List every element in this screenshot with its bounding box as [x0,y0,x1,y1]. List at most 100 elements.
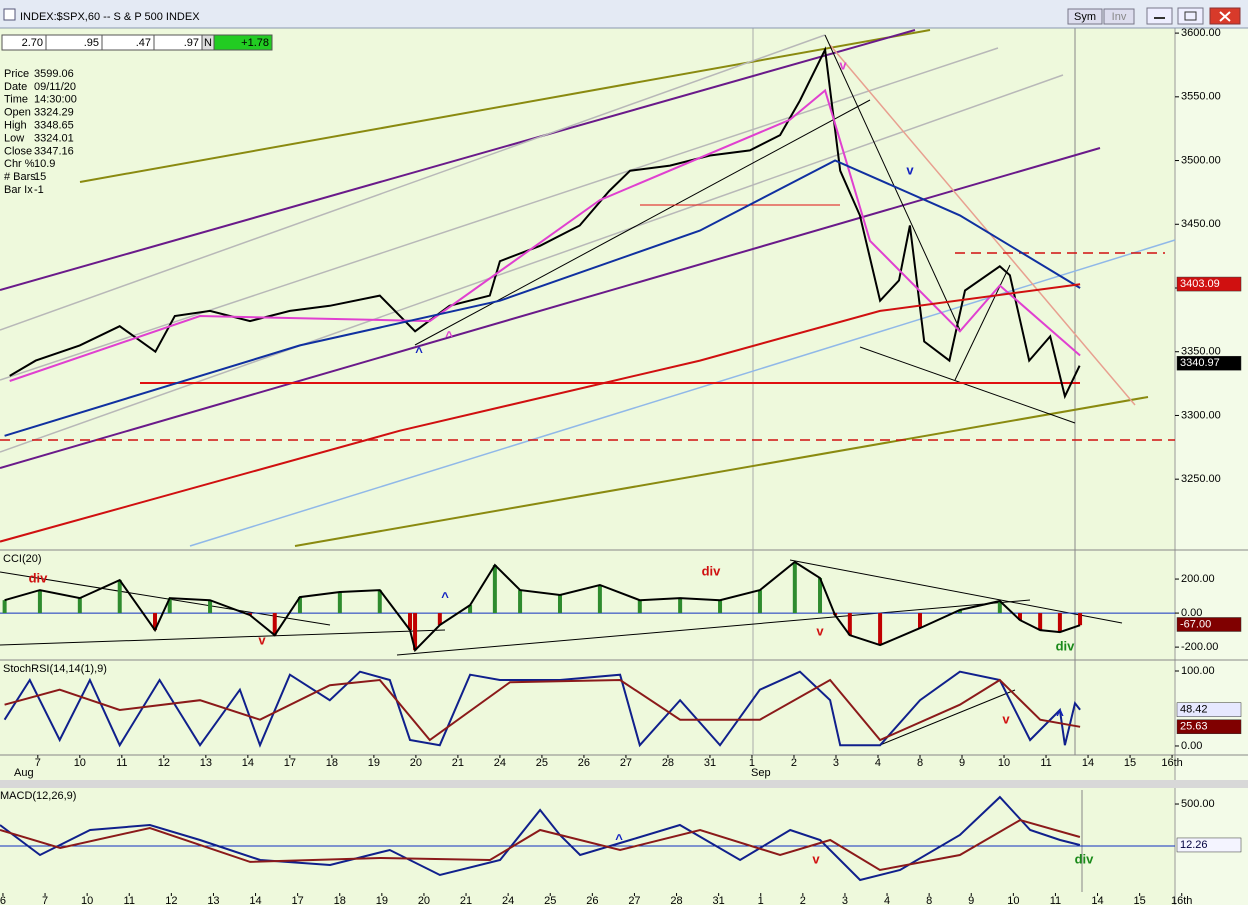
y-tick-label: 3350.00 [1181,346,1221,358]
info-label: Close [4,145,32,157]
x-tick-label: 4 [875,757,881,769]
bar [297,597,302,614]
x-tick-label: 11 [1050,895,1061,905]
annotation: v [1002,711,1010,726]
x-tick-label: 27 [620,757,632,769]
annotation: ^ [415,344,423,359]
x-tick-label: 14 [1082,757,1094,769]
y-tick-label: 3300.00 [1181,409,1221,421]
series-line [0,819,1081,872]
x-tick-label: 24 [502,895,514,905]
trend-line [824,34,961,331]
toolbar-value[interactable]: N [204,37,212,49]
info-value: 3324.29 [34,107,74,119]
x-tick-label: 6 [0,895,6,905]
annotation: div [1056,638,1076,653]
toolbar-value[interactable]: .95 [84,37,99,49]
trend-lines [0,29,1176,746]
trend-line [789,559,1123,624]
annotation: div [29,570,49,585]
trend-line [79,29,931,183]
month-label: Sep [751,767,771,779]
value-readout: 12.26 [1180,839,1208,851]
panel: 100.000.007 10 11 12 13 14 17 18 19 20 21 24 25 26 27 2… [3,665,1242,769]
button-label[interactable]: Inv [1112,11,1127,23]
toolbar-value[interactable]: +1.78 [241,37,269,49]
value-readout: 25.63 [1180,721,1208,733]
info-label: Bar Ix [4,184,33,196]
bar [377,590,382,614]
info-label: Time [4,94,28,106]
x-tick-label: 27 [628,895,640,905]
x-tick-label: 10 [74,757,86,769]
x-tick-label: 11 [116,757,127,769]
trend-line [396,599,1031,656]
trend-line [829,44,1136,406]
bar [153,613,158,631]
series-line [0,795,1081,882]
trend-line [0,34,826,331]
info-value: 3347.16 [34,145,74,157]
value-readout: 3403.09 [1180,278,1220,290]
info-value: 3348.65 [34,120,74,132]
bar [918,613,923,629]
bar [1038,613,1043,631]
annotation: ^ [615,831,623,846]
axis-column [1175,28,1248,905]
x-tick-label: 26 [578,757,590,769]
y-tick-label: 0.00 [1181,740,1202,752]
bar [167,598,172,614]
annotation: v [906,162,914,177]
annotation: ^ [441,589,449,604]
button[interactable] [1103,8,1135,25]
x-tick-label: 3 [833,757,839,769]
bar [408,613,413,631]
panel-title: MACD(12,26,9) [0,790,76,802]
x-tick-label: 10 [81,895,93,905]
y-tick-label: 100.00 [1181,665,1215,677]
trend-line [0,629,446,646]
maximize-button[interactable] [1177,7,1204,25]
trend-line [189,239,1176,547]
bar [792,562,797,614]
x-tick-label: 16th [1161,757,1182,769]
toolbar-value[interactable]: .97 [184,37,199,49]
value-readout: 48.42 [1180,704,1208,716]
x-tick-label: 15 [1124,757,1136,769]
toolbar-field[interactable] [213,34,273,51]
bar [37,590,42,614]
minimize-button[interactable] [1146,7,1173,25]
maximize-icon [1184,11,1197,21]
x-tick-label: 13 [207,895,219,905]
y-tick-label: 3250.00 [1181,473,1221,485]
value-readout: 3340.97 [1180,357,1220,369]
x-tick-label: 31 [704,757,716,769]
value-readout-box [1176,617,1242,632]
toolbar-value[interactable]: .47 [136,37,151,49]
x-tick-label: 11 [1040,757,1051,769]
annotation: div [1075,851,1095,866]
y-tick-label: 500.00 [1181,798,1215,810]
x-tick-label: 19 [368,757,380,769]
x-tick-label: 18 [334,895,346,905]
toolbar-value[interactable]: 2.70 [22,37,43,49]
info-value: -1 [34,184,44,196]
value-readout-box [1176,719,1242,735]
x-tick-label: 16th [1171,895,1192,905]
x-tick-label: 25 [536,757,548,769]
x-tick-label: 19 [376,895,388,905]
button-label[interactable]: Sym [1074,11,1096,23]
x-tick-label: 10 [998,757,1010,769]
button[interactable] [1067,8,1103,25]
trend-line [0,147,1101,469]
bar [878,613,883,646]
trend-line [294,396,1149,547]
bar [957,610,962,614]
bar [1017,613,1022,621]
annotation: ^ [445,328,453,343]
bar [337,591,342,614]
value-readout-box [1176,355,1242,371]
x-tick-label: 17 [284,757,296,769]
